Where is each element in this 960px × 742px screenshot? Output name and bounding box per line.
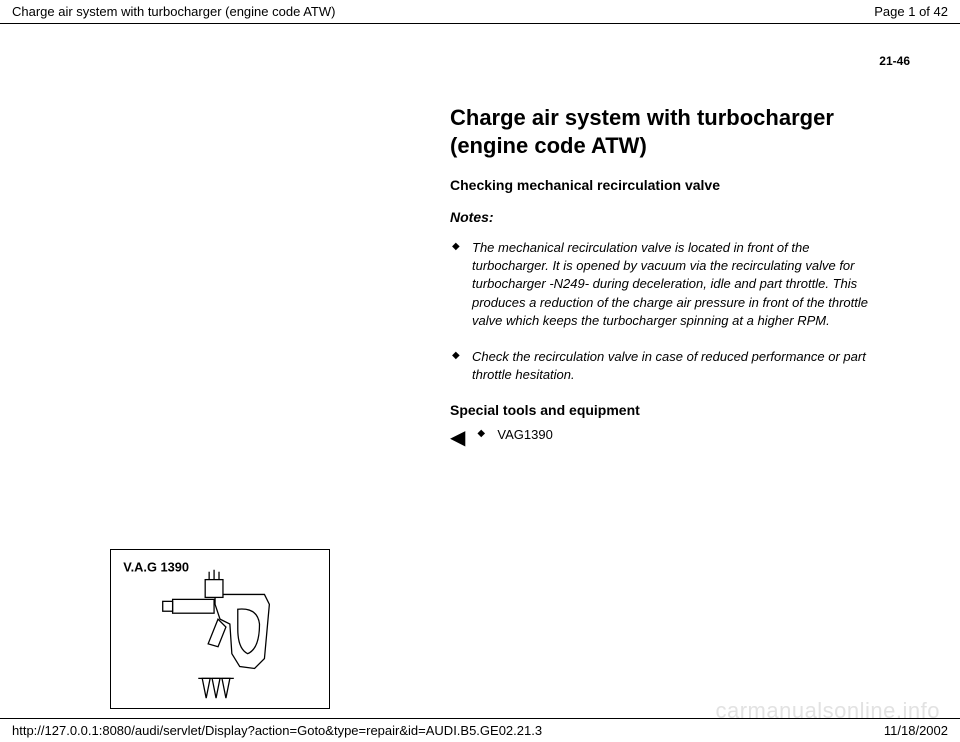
footer-date: 11/18/2002 <box>884 723 948 738</box>
sub-heading: Checking mechanical recirculation valve <box>450 177 880 193</box>
tool-diagram: V.A.G 1390 <box>110 549 330 709</box>
page-header: Charge air system with turbocharger (eng… <box>0 0 960 24</box>
header-title: Charge air system with turbocharger (eng… <box>12 4 335 19</box>
note-item: Check the recirculation valve in case of… <box>450 348 880 384</box>
page-reference-number: 21-46 <box>879 54 910 68</box>
notes-label: Notes: <box>450 209 880 225</box>
pointer-left-icon: ◀ <box>450 428 465 448</box>
right-column: Charge air system with turbocharger (eng… <box>450 104 880 448</box>
main-heading: Charge air system with turbocharger (eng… <box>450 104 880 159</box>
vag1390-diagram-icon: V.A.G 1390 <box>111 550 329 708</box>
page-footer: http://127.0.0.1:8080/audi/servlet/Displ… <box>0 718 960 742</box>
header-page-indicator: Page 1 of 42 <box>874 4 948 19</box>
diagram-label: V.A.G 1390 <box>123 560 189 575</box>
content-area: 21-46 Charge air system with turbocharge… <box>0 24 960 694</box>
tools-row: ◀ VAG1390 <box>450 426 880 448</box>
tool-item: VAG1390 <box>475 426 880 444</box>
tools-list: VAG1390 <box>475 426 880 444</box>
footer-url: http://127.0.0.1:8080/audi/servlet/Displ… <box>12 723 542 738</box>
notes-list: The mechanical recirculation valve is lo… <box>450 239 880 384</box>
tools-heading: Special tools and equipment <box>450 402 880 418</box>
note-item: The mechanical recirculation valve is lo… <box>450 239 880 330</box>
